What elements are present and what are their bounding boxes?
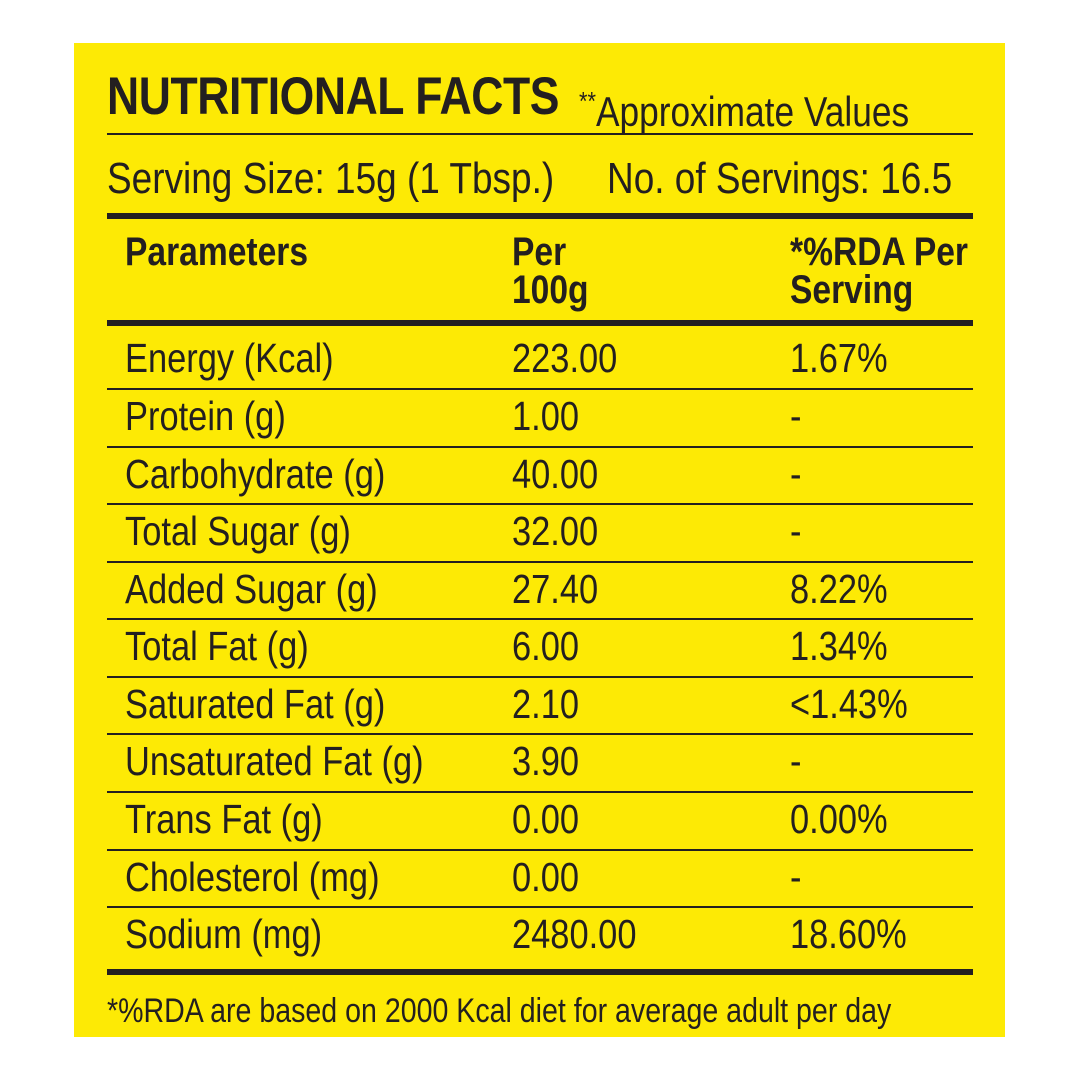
nutrition-label-panel: NUTRITIONAL FACTS **Approximate Values S… [74, 43, 1005, 1037]
per-100g-cell: 27.40 [512, 566, 599, 612]
rda-cell: - [790, 738, 802, 784]
rda-cell: - [790, 508, 802, 554]
label-title: NUTRITIONAL FACTS [107, 67, 560, 126]
table-top-rule [107, 213, 973, 219]
rda-cell: 1.67% [790, 335, 888, 381]
number-of-servings: No. of Servings: 16.5 [607, 154, 953, 203]
rda-cell: <1.43% [790, 681, 908, 727]
table-row: Cholesterol (mg) 0.00 - [107, 849, 973, 905]
parameter-cell: Cholesterol (mg) [125, 854, 380, 900]
row-divider [107, 388, 973, 390]
table-row: Carbohydrate (g) 40.00 - [107, 446, 973, 502]
per-100g-cell: 3.90 [512, 738, 580, 784]
row-divider [107, 906, 973, 908]
row-divider [107, 446, 973, 448]
table-bottom-rule [107, 969, 973, 975]
per-100g-cell: 2480.00 [512, 911, 637, 957]
approximate-values-note: **Approximate Values [579, 71, 909, 142]
per-100g-cell: 0.00 [512, 854, 580, 900]
serving-info-row: Serving Size: 15g (1 Tbsp.) No. of Servi… [107, 151, 987, 207]
rda-cell: 8.22% [790, 566, 888, 612]
rda-cell: - [790, 393, 802, 439]
parameter-cell: Saturated Fat (g) [125, 681, 386, 727]
table-row: Trans Fat (g) 0.00 0.00% [107, 791, 973, 847]
row-divider [107, 791, 973, 793]
row-divider [107, 561, 973, 563]
parameter-cell: Sodium (mg) [125, 911, 323, 957]
title-row: NUTRITIONAL FACTS **Approximate Values [107, 65, 987, 135]
per-100g-cell: 2.10 [512, 681, 580, 727]
per-100g-cell: 1.00 [512, 393, 580, 439]
column-header-per-100g: Per 100g [512, 230, 589, 312]
parameter-cell: Trans Fat (g) [125, 796, 323, 842]
table-row: Protein (g) 1.00 - [107, 388, 973, 444]
per-100g-cell: 40.00 [512, 451, 599, 497]
row-divider [107, 849, 973, 851]
column-header-rda: *%RDA Per Serving [790, 230, 969, 312]
table-row: Energy (Kcal) 223.00 1.67% [107, 330, 973, 386]
per-100g-cell: 32.00 [512, 508, 599, 554]
rda-cell: - [790, 854, 802, 900]
rda-cell: 18.60% [790, 911, 907, 957]
per-100g-cell: 6.00 [512, 623, 580, 669]
parameter-cell: Unsaturated Fat (g) [125, 738, 424, 784]
parameter-cell: Carbohydrate (g) [125, 451, 386, 497]
table-row: Added Sugar (g) 27.40 8.22% [107, 561, 973, 617]
row-divider [107, 733, 973, 735]
title-divider [107, 133, 973, 135]
column-header-parameters: Parameters [125, 230, 309, 274]
rda-footnote: *%RDA are based on 2000 Kcal diet for av… [107, 992, 892, 1030]
row-divider [107, 618, 973, 620]
rda-cell: - [790, 451, 802, 497]
header-bottom-rule [107, 320, 973, 326]
parameter-cell: Energy (Kcal) [125, 335, 334, 381]
table-row: Saturated Fat (g) 2.10 <1.43% [107, 676, 973, 732]
per-100g-cell: 0.00 [512, 796, 580, 842]
note-marker: ** [579, 86, 597, 116]
row-divider [107, 676, 973, 678]
per-100g-cell: 223.00 [512, 335, 618, 381]
rda-cell: 1.34% [790, 623, 888, 669]
table-row: Total Sugar (g) 32.00 - [107, 503, 973, 559]
row-divider [107, 503, 973, 505]
parameter-cell: Protein (g) [125, 393, 286, 439]
parameter-cell: Total Fat (g) [125, 623, 309, 669]
serving-size: Serving Size: 15g (1 Tbsp.) [107, 154, 555, 203]
parameter-cell: Added Sugar (g) [125, 566, 378, 612]
note-text: Approximate Values [596, 88, 910, 135]
table-row: Unsaturated Fat (g) 3.90 - [107, 733, 973, 789]
parameter-cell: Total Sugar (g) [125, 508, 351, 554]
table-row: Total Fat (g) 6.00 1.34% [107, 618, 973, 674]
rda-cell: 0.00% [790, 796, 888, 842]
table-row: Sodium (mg) 2480.00 18.60% [107, 906, 973, 962]
